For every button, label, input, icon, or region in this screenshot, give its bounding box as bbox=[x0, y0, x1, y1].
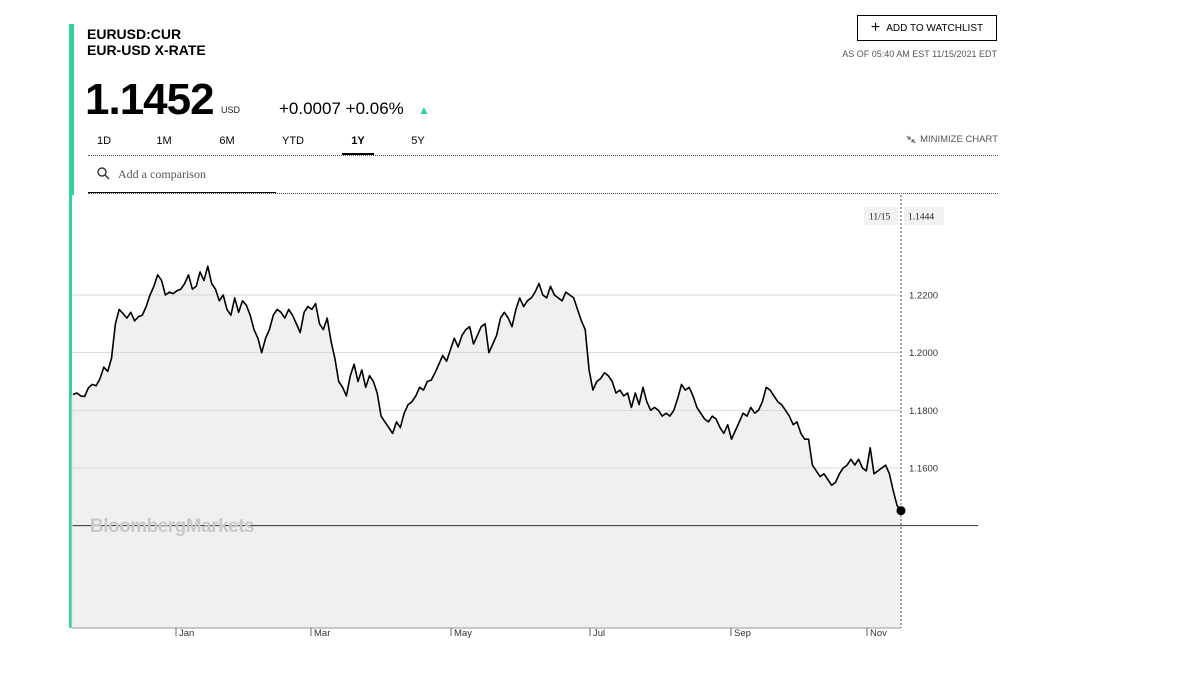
collapse-arrows-icon bbox=[906, 135, 916, 144]
range-tabs: 1D 1M 6M YTD 1Y 5Y MINIMIZE CHART bbox=[88, 134, 998, 156]
y-tick-label: 1.2000 bbox=[909, 348, 938, 359]
as-of-timestamp: AS OF 05:40 AM EST 11/15/2021 EDT bbox=[842, 49, 997, 59]
x-tick-label: Jan bbox=[179, 628, 194, 639]
plus-icon: + bbox=[870, 19, 881, 36]
price-currency: USD bbox=[221, 105, 241, 115]
comparison-search bbox=[88, 157, 276, 193]
comparison-row bbox=[88, 157, 998, 194]
x-tick-label: Jul bbox=[593, 628, 605, 639]
triangle-up-icon: ▲ bbox=[418, 103, 430, 117]
last-price-dot bbox=[896, 506, 906, 516]
x-tick-label: Mar bbox=[314, 628, 330, 639]
x-tick-label: May bbox=[454, 628, 472, 639]
x-tick-label: Nov bbox=[870, 628, 887, 639]
price-line bbox=[72, 265, 902, 512]
x-tick-label: Sep bbox=[734, 628, 751, 639]
tab-ytd[interactable]: YTD bbox=[282, 135, 304, 147]
security-name: EUR-USD X-RATE bbox=[87, 42, 206, 58]
y-tick-label: 1.1600 bbox=[909, 464, 938, 475]
y-tick-label: 1.2200 bbox=[909, 291, 938, 302]
price-change: +0.0007 +0.06% bbox=[279, 99, 404, 118]
add-to-watchlist-label: ADD TO WATCHLIST bbox=[886, 22, 984, 34]
crosshair-value-box bbox=[904, 207, 944, 225]
tab-6m[interactable]: 6M bbox=[219, 135, 235, 147]
add-to-watchlist-button[interactable]: + ADD TO WATCHLIST bbox=[857, 15, 997, 41]
comparison-search-input[interactable] bbox=[118, 165, 268, 183]
tab-1d[interactable]: 1D bbox=[97, 135, 112, 147]
accent-bar bbox=[69, 24, 74, 628]
minimize-chart-label: MINIMIZE CHART bbox=[920, 134, 998, 145]
minimize-chart-button[interactable]: MINIMIZE CHART bbox=[906, 134, 998, 145]
ticker-symbol: EURUSD:CUR bbox=[87, 26, 182, 42]
watermark-logo: BloombergMarkets bbox=[90, 516, 254, 537]
y-tick-label: 1.1800 bbox=[909, 406, 938, 417]
price-value: 1.1452 bbox=[85, 75, 215, 124]
tab-1y[interactable]: 1Y bbox=[342, 134, 374, 155]
area-fill bbox=[73, 266, 901, 628]
crosshair-value-label: 1.1444 bbox=[908, 213, 934, 223]
tab-1m[interactable]: 1M bbox=[156, 135, 172, 147]
crosshair-date-box bbox=[864, 207, 898, 225]
tab-5y[interactable]: 5Y bbox=[411, 135, 425, 147]
search-icon bbox=[97, 167, 110, 180]
crosshair-date-label: 11/15 bbox=[869, 213, 891, 223]
